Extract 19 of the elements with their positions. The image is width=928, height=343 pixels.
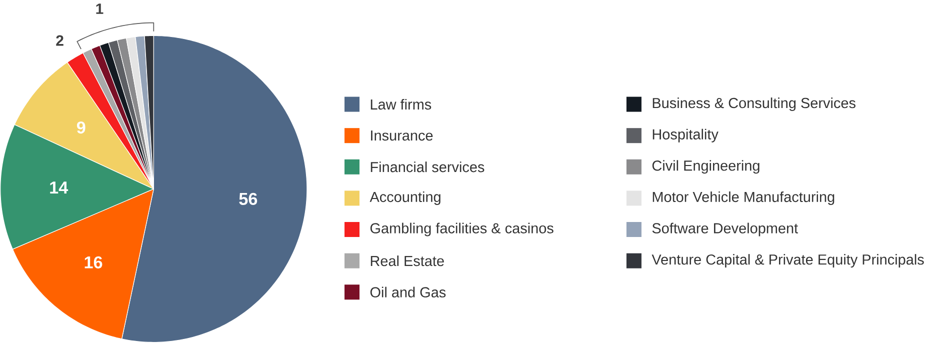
legend-label: Accounting <box>370 192 440 206</box>
legend-label: Real Estate <box>370 256 444 266</box>
data-label: 56 <box>239 193 258 206</box>
legend-label: Insurance <box>371 130 433 141</box>
legend-label: Gambling facilities & casinos <box>370 222 554 236</box>
legend-label: Venture Capital & Private Equity Principals <box>652 254 924 268</box>
text: 1 <box>96 4 104 14</box>
legend-label: Motor Vehicle Manufacturing <box>652 192 834 206</box>
legend-label: Hospitality <box>652 129 718 143</box>
data-label: 16 <box>84 256 102 269</box>
legend-label: Business & Consulting Services <box>652 98 856 112</box>
legend-label: Law firms <box>370 99 432 110</box>
data-label: 2 <box>56 35 64 46</box>
data-label: 14 <box>50 182 68 194</box>
legend-label: Software Development <box>652 222 798 236</box>
legend-label: Civil Engineering <box>652 160 760 174</box>
data-label: 9 <box>76 122 86 134</box>
legend-label: Oil and Gas <box>370 286 446 298</box>
legend-label: Financial services <box>370 162 484 172</box>
